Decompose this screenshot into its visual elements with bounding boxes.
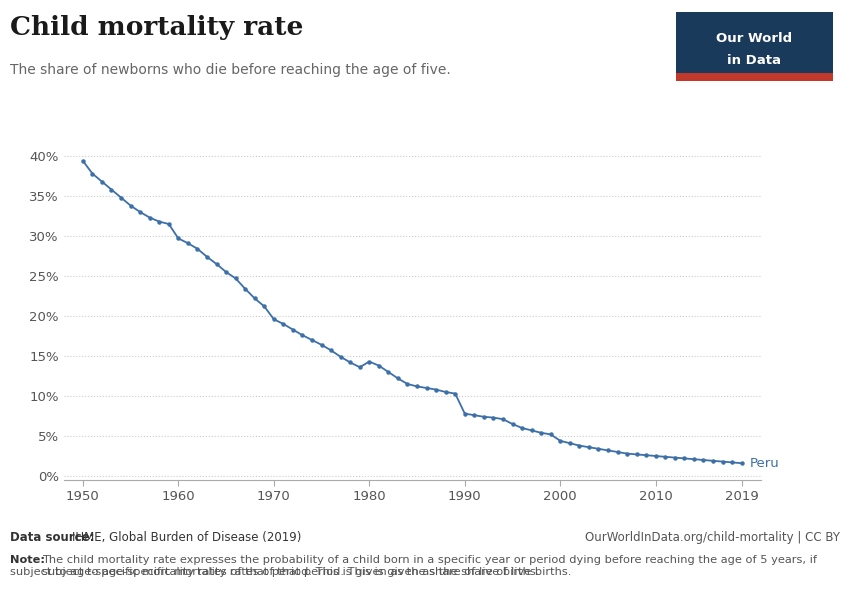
Text: subject to age-specific mortality rates of that period. This is given as the sha: subject to age-specific mortality rates … [10, 567, 540, 577]
Text: OurWorldInData.org/child-mortality | CC BY: OurWorldInData.org/child-mortality | CC … [585, 531, 840, 544]
Text: IHME, Global Burden of Disease (2019): IHME, Global Burden of Disease (2019) [72, 531, 302, 544]
Text: Peru: Peru [750, 457, 779, 470]
Text: Child mortality rate: Child mortality rate [10, 15, 303, 40]
Text: Our World: Our World [717, 32, 792, 45]
Text: The child mortality rate expresses the probability of a child born in a specific: The child mortality rate expresses the p… [42, 555, 818, 577]
Text: in Data: in Data [728, 54, 781, 67]
Text: Data source:: Data source: [10, 531, 99, 544]
Text: Note:: Note: [10, 555, 49, 565]
Text: The share of newborns who die before reaching the age of five.: The share of newborns who die before rea… [10, 63, 451, 77]
